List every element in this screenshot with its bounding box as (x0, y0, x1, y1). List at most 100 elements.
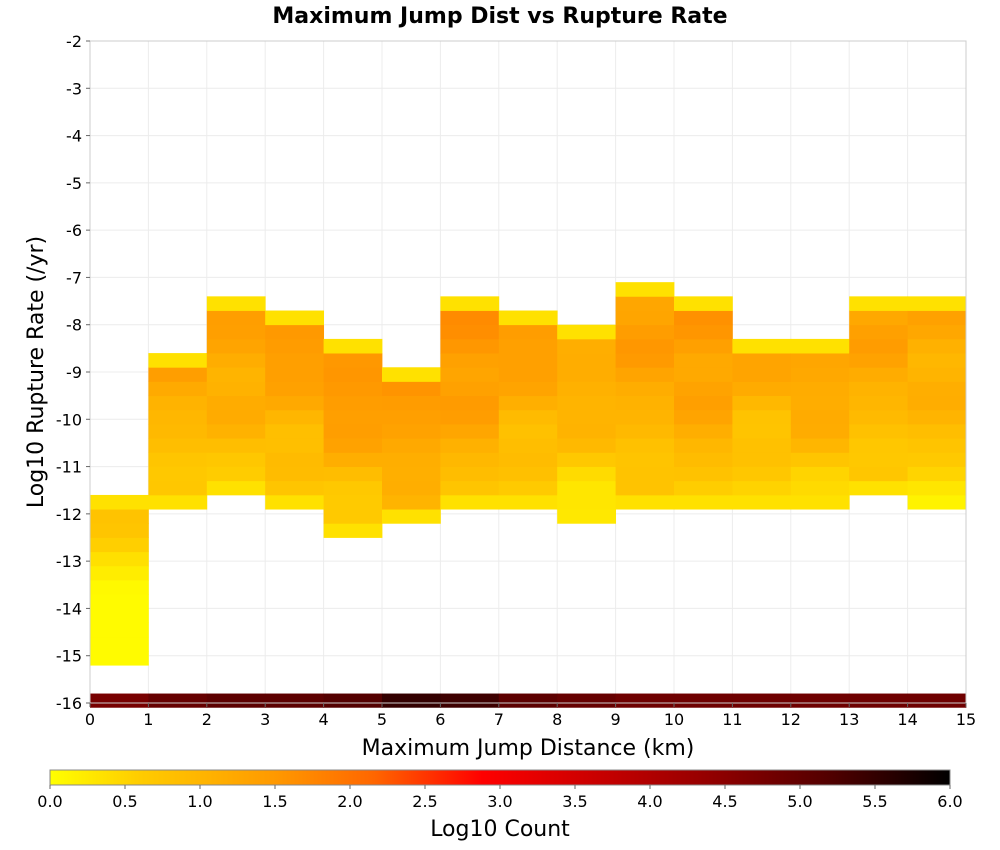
heatmap-cell (148, 466, 208, 482)
heatmap-cell (90, 551, 149, 567)
x-tick-label: 6 (435, 710, 445, 729)
heatmap-cell (674, 296, 733, 311)
heatmap-cell-bottom-row (265, 693, 324, 708)
heatmap-cell (557, 438, 616, 453)
heatmap-cell (206, 367, 266, 382)
heatmap-cell (323, 523, 383, 538)
heatmap-cell (206, 466, 266, 482)
heatmap-cell (440, 296, 500, 311)
heatmap-cell (498, 367, 558, 382)
heatmap-cell (323, 381, 383, 397)
heatmap-cell (790, 381, 850, 397)
heatmap-cell (557, 367, 616, 382)
colorbar-tick-label: 2.0 (337, 792, 362, 811)
heatmap-cell (90, 580, 149, 595)
heatmap-cell (498, 324, 558, 340)
heatmap-cell (440, 466, 500, 482)
heatmap-cell (732, 353, 792, 368)
heatmap-cell (498, 381, 558, 397)
heatmap-cell (732, 438, 792, 453)
heatmap-cell (323, 409, 383, 425)
colorbar-tick-label: 2.5 (412, 792, 437, 811)
heatmap-cell (382, 452, 441, 467)
heatmap-cell (790, 438, 850, 453)
heatmap-cell (323, 438, 383, 453)
y-tick-label: -8 (66, 316, 82, 335)
heatmap-cell (907, 452, 967, 467)
colorbar-tick-label: 6.0 (937, 792, 962, 811)
heatmap-cell (732, 480, 792, 496)
heatmap-cell (907, 338, 967, 354)
heatmap-cell (498, 424, 558, 439)
heatmap-cell (206, 338, 266, 354)
heatmap-cell (323, 395, 383, 411)
heatmap-cell (557, 338, 616, 354)
colorbar-tick-label: 5.0 (787, 792, 812, 811)
heatmap-cell (849, 353, 908, 368)
heatmap-cell (90, 523, 149, 538)
heatmap-cell (849, 480, 908, 496)
heatmap-cell (498, 338, 558, 354)
heatmap-cell (615, 438, 675, 453)
heatmap-cell (206, 480, 266, 496)
heatmap-cell (615, 409, 675, 425)
heatmap-cell (265, 424, 324, 439)
x-axis-ticks: 0 1 2 3 4 5 6 7 8 9 10 11 12 13 14 15 (85, 703, 976, 729)
y-tick-label: -12 (56, 505, 82, 524)
heatmap-cell (615, 466, 675, 482)
heatmap-cell-bottom-row (382, 693, 441, 708)
heatmap-cell (265, 438, 324, 453)
heatmap-cell (557, 424, 616, 439)
heatmap-cell (265, 395, 324, 411)
heatmap-cell (732, 424, 792, 439)
y-axis-label: Log10 Rupture Rate (/yr) (24, 236, 49, 508)
heatmap-cell (90, 636, 149, 652)
colorbar-label: Log10 Count (430, 817, 570, 842)
heatmap-cell (206, 353, 266, 368)
heatmap-cell (615, 310, 675, 326)
heatmap-cell-bottom-row (498, 693, 558, 708)
colorbar-tick-label: 4.0 (637, 792, 662, 811)
x-tick-label: 11 (722, 710, 742, 729)
heatmap-cell (440, 395, 500, 411)
heatmap-cell (90, 509, 149, 524)
colorbar-tick-label: 3.5 (562, 792, 587, 811)
heatmap-cell-bottom-row (148, 693, 208, 708)
heatmap-cell (90, 650, 149, 666)
heatmap-cell (907, 480, 967, 496)
heatmap-cell (498, 353, 558, 368)
heatmap-cell (732, 381, 792, 397)
heatmap-cell (907, 367, 967, 382)
heatmap-cell (557, 466, 616, 482)
heatmap-cell (557, 494, 616, 510)
heatmap-cell (440, 324, 500, 340)
heatmap-cell (615, 381, 675, 397)
heatmap-cell (323, 480, 383, 496)
heatmap-cell (732, 409, 792, 425)
heatmap-cell (615, 494, 675, 510)
heatmap-cell (323, 509, 383, 524)
heatmap-cell (90, 494, 149, 510)
heatmap-cell-bottom-row (790, 693, 850, 708)
x-tick-label: 5 (377, 710, 387, 729)
heatmap-cell (790, 395, 850, 411)
heatmap-cells (90, 282, 967, 708)
heatmap-cell (382, 480, 441, 496)
heatmap-cell (90, 565, 149, 581)
heatmap-cell (907, 296, 967, 311)
heatmap-cell (323, 424, 383, 439)
heatmap-cell (265, 452, 324, 467)
heatmap-cell-bottom-row (557, 693, 616, 708)
x-tick-label: 14 (897, 710, 917, 729)
y-tick-label: -14 (56, 599, 82, 618)
heatmap-cell (498, 395, 558, 411)
heatmap-cell (90, 537, 149, 553)
heatmap-cell-bottom-row (674, 693, 733, 708)
heatmap-cell (382, 494, 441, 510)
heatmap-cell (557, 395, 616, 411)
heatmap-cell (498, 480, 558, 496)
heatmap-cell (557, 480, 616, 496)
heatmap-cell (790, 480, 850, 496)
heatmap-cell (674, 466, 733, 482)
